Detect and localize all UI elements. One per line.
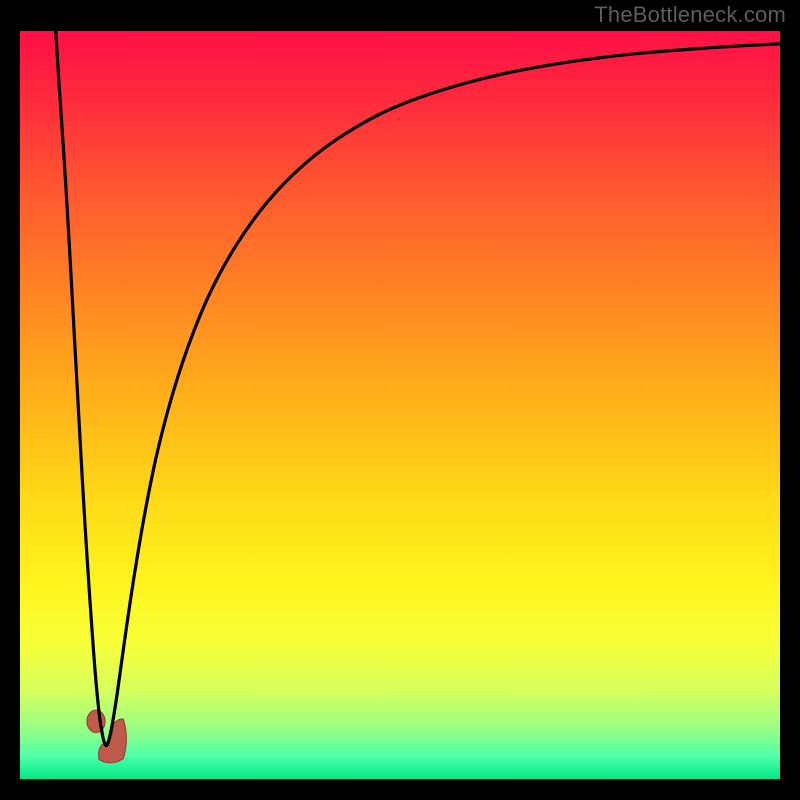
chart-container: TheBottleneck.com [0,0,800,800]
curve-layer [20,31,780,779]
markers-group [87,710,127,763]
attribution-text: TheBottleneck.com [594,2,786,28]
plot-area [20,31,780,779]
u-curve [56,31,780,745]
